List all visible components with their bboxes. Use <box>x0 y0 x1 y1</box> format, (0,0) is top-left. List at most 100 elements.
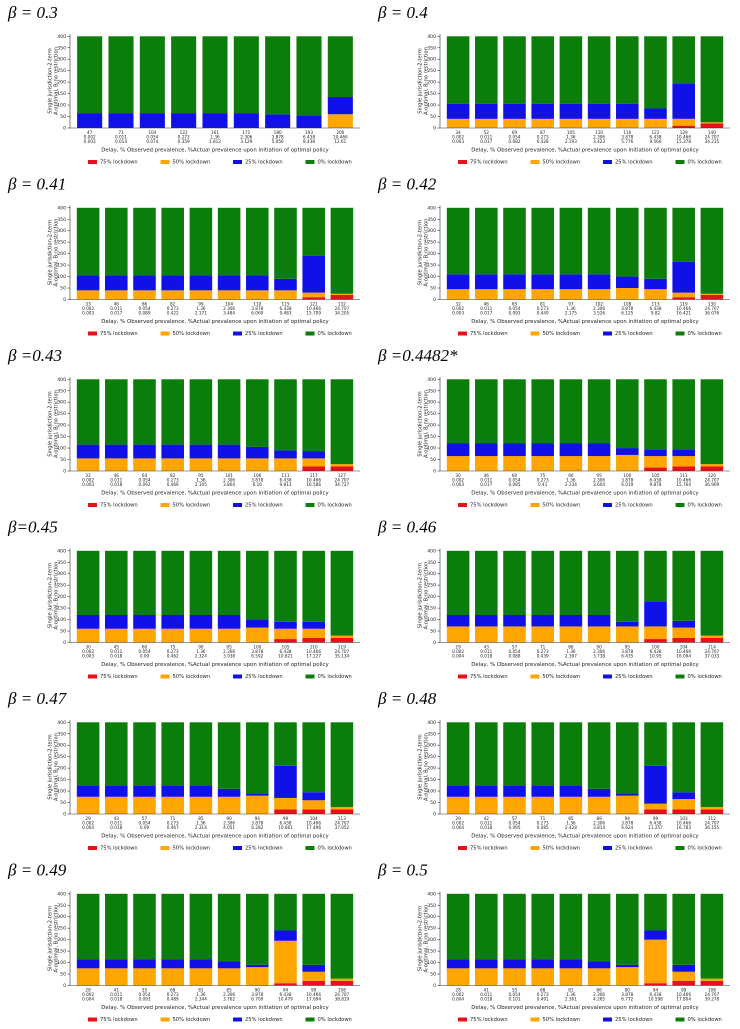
x-tick-label: 0.054 <box>509 478 521 483</box>
x-tick-label: 0.485 <box>537 825 549 830</box>
legend-swatch <box>458 846 467 850</box>
x-tick-label: 1.36 <box>196 992 206 997</box>
y-tick-label: 0 <box>433 812 436 818</box>
x-tick-label: 6.624 <box>621 825 633 830</box>
x-axis-label: Delay, % Observed prevalence, %Actual pr… <box>101 662 329 668</box>
x-tick-label: 3.878 <box>272 135 284 140</box>
x-tick-label: 85 <box>198 816 204 821</box>
x-tick-label: 52 <box>484 130 490 135</box>
bar-segment <box>616 621 639 627</box>
x-tick-label: 2.306 <box>593 992 605 997</box>
x-tick-label: 0.018 <box>110 997 122 1002</box>
x-tick-label: 1.36 <box>196 478 206 483</box>
y-axis-label: A:optimal, B:no restriction <box>54 47 60 115</box>
x-tick-label: 0.002 <box>82 306 94 311</box>
y-axis-label: Single jurisdiction-2-term <box>48 220 54 286</box>
legend-label: 25% lockdown <box>245 160 283 166</box>
y-tick-label: 250 <box>427 240 436 246</box>
bar-segment <box>133 959 156 969</box>
bar-segment <box>587 796 611 814</box>
y-tick-label: 50 <box>60 286 66 292</box>
x-tick-label: 0.002 <box>84 135 96 140</box>
x-tick-label: 180 <box>274 130 282 135</box>
bar-segment <box>274 621 297 629</box>
y-tick-label: 50 <box>430 286 436 292</box>
x-tick-label: 113 <box>338 816 346 821</box>
x-tick-label: 0.054 <box>509 135 521 140</box>
bar-segment <box>672 118 695 126</box>
y-axis-label: A:optimal, B:no restriction <box>54 733 60 801</box>
x-tick-label: 104 <box>225 302 233 307</box>
x-tick-label: 1.36 <box>196 821 206 826</box>
x-tick-label: 3.738 <box>593 654 605 659</box>
bar-segment <box>446 274 470 290</box>
bar-segment <box>265 114 291 128</box>
bar-segment <box>217 275 241 291</box>
bar-segment <box>217 968 241 986</box>
bar-segment <box>644 550 667 602</box>
y-tick-label: 50 <box>60 972 66 978</box>
bar-segment <box>105 458 128 471</box>
bar-segment <box>302 550 325 622</box>
bar-segment <box>587 456 611 471</box>
bar-segment <box>302 458 325 467</box>
bar-segment <box>644 639 667 643</box>
y-tick-label: 400 <box>57 891 66 897</box>
x-tick-label: 32 <box>85 473 91 478</box>
y-tick-label: 400 <box>427 205 436 211</box>
x-tick-label: 0.273 <box>537 649 549 654</box>
bar-segment <box>672 449 695 457</box>
chart-title: β = 0.41 <box>7 174 66 193</box>
legend-swatch <box>603 674 612 679</box>
bar-segment <box>616 626 639 643</box>
x-tick-label: 8.438 <box>303 139 315 144</box>
x-tick-label: 161 <box>211 130 219 135</box>
chart-title: β = 0.48 <box>377 689 437 708</box>
bar-segment <box>105 893 128 960</box>
x-tick-label: 0.054 <box>509 992 521 997</box>
bar-segment <box>446 289 470 300</box>
bar-segment <box>672 620 695 628</box>
bar-segment <box>189 275 213 291</box>
bar-segment <box>202 36 228 114</box>
y-tick-label: 100 <box>57 274 66 280</box>
bar-segment <box>616 288 639 300</box>
legend-label: 75% lockdown <box>100 503 138 509</box>
x-tick-label: 41 <box>114 988 120 993</box>
bar-segment <box>246 795 269 814</box>
bar-segment <box>531 959 554 969</box>
x-tick-label: 100 <box>623 473 631 478</box>
bar-segment <box>217 796 241 814</box>
legend-swatch <box>530 160 540 164</box>
bar-segment <box>672 971 695 981</box>
x-tick-label: 99 <box>681 988 687 993</box>
bar-segment <box>302 792 325 801</box>
axis-frame <box>439 377 730 472</box>
x-tick-label: 16.094 <box>676 654 691 659</box>
x-tick-label: 38.819 <box>335 997 350 1002</box>
bar-segment <box>265 36 291 115</box>
legend-swatch <box>233 160 242 164</box>
bar-segment <box>700 122 724 124</box>
x-tick-label: 200 <box>336 130 344 135</box>
x-tick-label: 3.129 <box>240 139 252 144</box>
bar-segment <box>274 639 297 643</box>
x-tick-label: 42 <box>484 816 490 821</box>
y-tick-label: 300 <box>57 228 66 234</box>
bar-segment <box>531 968 554 986</box>
x-tick-label: 0.09 <box>140 825 150 830</box>
x-tick-label: 0.449 <box>537 311 549 316</box>
bar-segment <box>302 466 325 471</box>
x-tick-label: 2.306 <box>240 135 252 140</box>
bar-segment <box>587 118 611 128</box>
bar-segment <box>672 799 695 810</box>
x-tick-label: 2.306 <box>223 992 235 997</box>
bar-segment <box>446 796 470 814</box>
x-tick-label: 3.604 <box>593 482 605 487</box>
x-tick-label: 103 <box>680 816 688 821</box>
x-tick-label: 111 <box>282 473 290 478</box>
bar-segment <box>217 893 241 962</box>
bar-segment <box>296 36 322 116</box>
y-tick-label: 350 <box>427 217 436 223</box>
bar-segment <box>672 980 695 986</box>
